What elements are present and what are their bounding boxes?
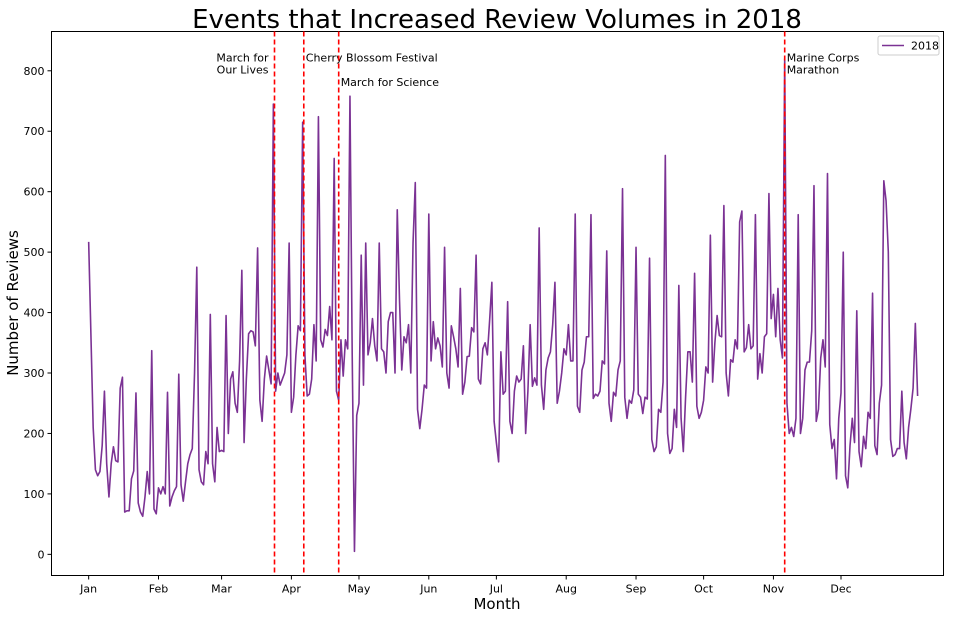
- x-tick-label: Aug: [555, 583, 576, 596]
- y-tick-label: 500: [24, 246, 45, 259]
- x-axis-ticks: Jan Feb Mar Apr May Jun Jul Aug Sep Oct Nov Dec: [79, 575, 852, 596]
- y-tick-label: 300: [24, 367, 45, 380]
- y-tick-label: 200: [24, 427, 45, 440]
- x-tick-label: Jan: [79, 583, 97, 596]
- event-label: March for: [216, 52, 269, 65]
- x-tick-label: Sep: [626, 583, 647, 596]
- x-tick-label: Nov: [763, 583, 785, 596]
- legend-box: [877, 35, 940, 56]
- plot-frame: [51, 31, 944, 576]
- x-tick-label: Oct: [694, 583, 714, 596]
- x-tick-label: Jun: [419, 583, 437, 596]
- x-tick-label: Jul: [489, 583, 503, 596]
- event-label: Marathon: [787, 64, 840, 77]
- series-layer: [87, 57, 919, 553]
- legend-series-label: 2018: [911, 40, 939, 53]
- legend: 2018: [877, 35, 940, 56]
- y-tick-label: 0: [38, 548, 45, 561]
- chart-title: Events that Increased Review Volumes in …: [192, 5, 802, 35]
- x-tick-label: Apr: [282, 583, 302, 596]
- y-axis-label: Number of Reviews: [4, 230, 22, 376]
- event-label: March for Science: [341, 76, 440, 89]
- event-label: Our Lives: [217, 64, 269, 77]
- x-tick-label: Feb: [149, 583, 168, 596]
- event-label: Marine Corps: [787, 52, 860, 65]
- y-axis-ticks: 0 100 200 300 400 500 600 700 800: [24, 65, 52, 561]
- x-tick-label: Dec: [830, 583, 851, 596]
- y-tick-label: 700: [24, 125, 45, 138]
- y-tick-label: 600: [24, 186, 45, 199]
- y-tick-label: 800: [24, 65, 45, 78]
- event-label: Cherry Blossom Festival: [306, 52, 438, 65]
- x-tick-label: Mar: [211, 583, 232, 596]
- x-axis-label: Month: [473, 595, 520, 613]
- y-tick-label: 400: [24, 307, 45, 320]
- x-tick-label: May: [348, 583, 371, 596]
- y-tick-label: 100: [24, 488, 45, 501]
- series-line-2018: [87, 57, 919, 553]
